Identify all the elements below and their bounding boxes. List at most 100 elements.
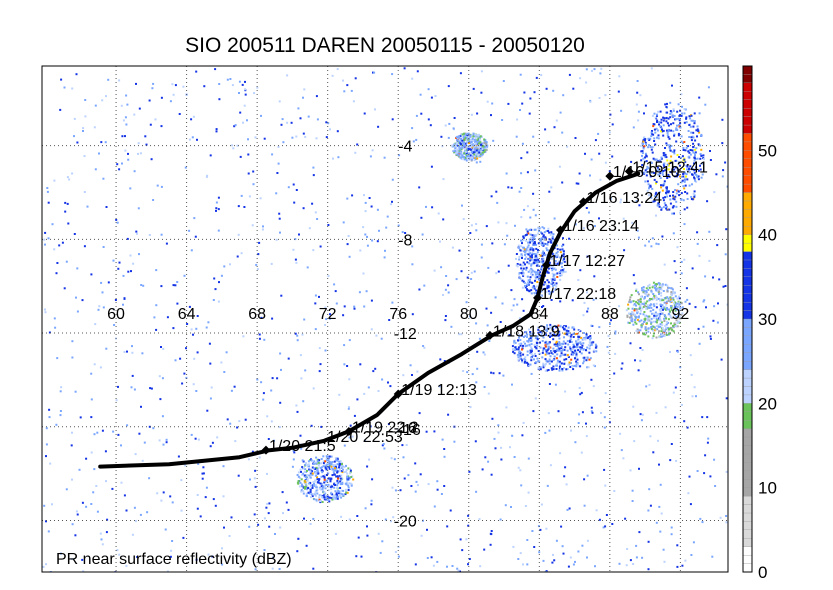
rain-pixel bbox=[458, 135, 461, 138]
rain-pixel bbox=[387, 381, 389, 384]
rain-pixel bbox=[201, 477, 204, 480]
rain-pixel bbox=[306, 485, 309, 488]
rain-pixel bbox=[563, 328, 565, 331]
rain-pixel bbox=[443, 455, 446, 458]
rain-pixel bbox=[721, 142, 724, 145]
rain-pixel bbox=[528, 258, 531, 261]
rain-pixel bbox=[643, 136, 646, 139]
rain-pixel bbox=[652, 316, 655, 319]
rain-pixel bbox=[669, 314, 672, 317]
rain-pixel bbox=[561, 245, 564, 248]
rain-pixel bbox=[188, 229, 191, 232]
rain-pixel bbox=[563, 475, 566, 478]
rain-pixel bbox=[45, 563, 47, 566]
rain-pixel bbox=[480, 243, 483, 246]
rain-pixel bbox=[698, 112, 701, 115]
rain-pixel bbox=[704, 454, 707, 457]
rain-pixel bbox=[348, 378, 351, 381]
rain-pixel bbox=[593, 349, 596, 352]
rain-pixel bbox=[703, 158, 705, 161]
rain-pixel bbox=[646, 304, 649, 307]
rain-pixel bbox=[307, 115, 310, 118]
rain-pixel bbox=[207, 553, 210, 556]
rain-pixel bbox=[124, 135, 126, 138]
rain-pixel bbox=[99, 366, 102, 369]
rain-pixel bbox=[443, 485, 446, 487]
rain-pixel bbox=[680, 140, 683, 143]
rain-pixel bbox=[334, 495, 337, 498]
rain-pixel bbox=[551, 331, 554, 334]
rain-pixel bbox=[631, 311, 633, 314]
rain-pixel bbox=[311, 473, 314, 476]
rain-pixel bbox=[192, 383, 195, 386]
rain-pixel bbox=[635, 288, 638, 291]
rain-pixel bbox=[523, 361, 526, 364]
colorbar-cell bbox=[742, 301, 753, 311]
rain-pixel bbox=[709, 150, 711, 152]
rain-pixel bbox=[271, 317, 274, 320]
rain-pixel bbox=[48, 416, 51, 419]
rain-pixel bbox=[635, 556, 638, 559]
track-line bbox=[98, 171, 641, 469]
rain-pixel bbox=[665, 205, 668, 208]
rain-pixel bbox=[314, 328, 317, 331]
rain-pixel bbox=[524, 234, 527, 237]
rain-pixel bbox=[332, 465, 335, 468]
rain-pixel bbox=[692, 192, 695, 195]
rain-pixel bbox=[557, 360, 560, 363]
rain-pixel bbox=[523, 251, 526, 254]
rain-pixel bbox=[217, 229, 220, 232]
rain-pixel bbox=[316, 460, 319, 463]
rain-pixel bbox=[686, 178, 689, 181]
rain-pixel bbox=[550, 334, 553, 337]
rain-pixel bbox=[81, 299, 84, 302]
rain-pixel bbox=[641, 289, 644, 292]
rain-pixel bbox=[314, 211, 317, 214]
rain-pixel bbox=[660, 121, 663, 124]
rain-pixel bbox=[697, 169, 700, 172]
rain-pixel bbox=[633, 313, 636, 316]
rain-pixel bbox=[671, 84, 673, 87]
rain-pixel bbox=[342, 221, 345, 224]
rain-pixel bbox=[306, 465, 309, 468]
rain-pixel bbox=[522, 309, 525, 312]
rain-pixel bbox=[291, 136, 294, 139]
rain-pixel bbox=[300, 488, 303, 491]
rain-pixel bbox=[327, 275, 330, 278]
rain-pixel bbox=[559, 355, 562, 358]
rain-pixel bbox=[526, 151, 529, 154]
rain-pixel bbox=[61, 241, 64, 244]
rain-pixel bbox=[552, 338, 555, 341]
rain-pixel bbox=[704, 103, 707, 106]
rain-pixel bbox=[214, 288, 217, 291]
rain-pixel bbox=[553, 350, 556, 353]
track-marker bbox=[605, 171, 615, 181]
rain-pixel bbox=[535, 273, 537, 276]
rain-pixel bbox=[518, 336, 520, 339]
rain-pixel bbox=[541, 356, 544, 359]
rain-pixel bbox=[536, 276, 539, 278]
lat-tick-label: -8 bbox=[398, 232, 412, 249]
rain-pixel bbox=[556, 272, 559, 275]
rain-pixel bbox=[468, 136, 471, 139]
colorbar-cell bbox=[742, 175, 753, 185]
rain-pixel bbox=[693, 194, 696, 197]
rain-pixel bbox=[363, 392, 366, 395]
rain-pixel bbox=[641, 322, 644, 325]
rain-pixel bbox=[692, 145, 695, 148]
rain-pixel bbox=[580, 391, 583, 394]
rain-pixel bbox=[123, 494, 126, 497]
rain-pixel bbox=[680, 135, 683, 138]
rain-pixel bbox=[554, 343, 557, 346]
rain-pixel bbox=[637, 299, 640, 302]
rain-pixel bbox=[131, 345, 133, 348]
rain-pixel bbox=[318, 487, 321, 490]
rain-pixel bbox=[363, 112, 366, 115]
rain-pixel bbox=[347, 484, 350, 487]
rain-pixel bbox=[532, 248, 535, 251]
rain-pixel bbox=[534, 337, 537, 340]
rain-pixel bbox=[542, 260, 545, 263]
rain-pixel bbox=[586, 337, 589, 340]
rain-pixel bbox=[518, 343, 521, 345]
rain-pixel bbox=[555, 363, 558, 366]
